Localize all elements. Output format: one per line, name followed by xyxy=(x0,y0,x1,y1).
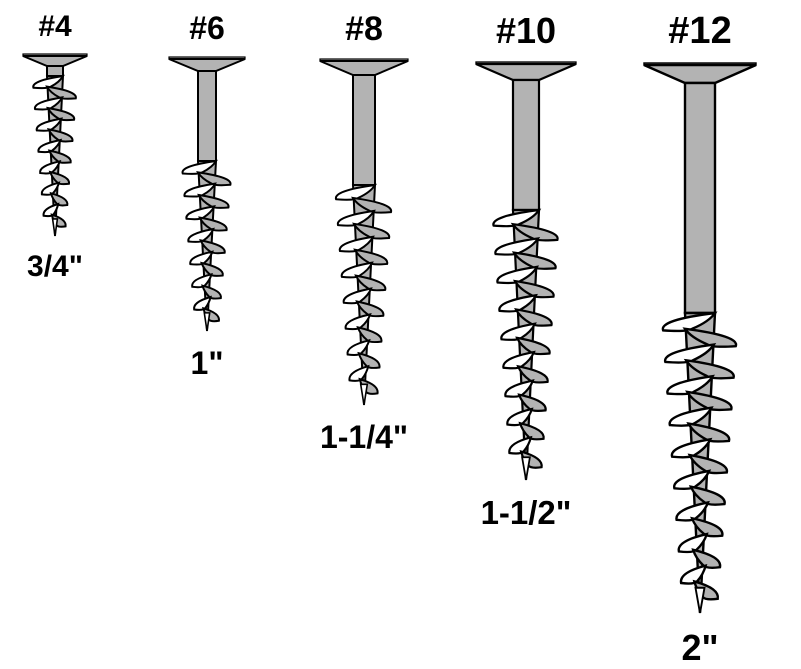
screw-12: #12 2" xyxy=(640,10,760,669)
screw-illustration xyxy=(472,60,580,482)
screw-4: #4 3/4" xyxy=(19,10,91,284)
screw-length-label: 3/4" xyxy=(27,250,83,284)
screw-size-label: #10 xyxy=(496,10,556,52)
screw-illustration xyxy=(316,57,412,407)
screw-length-label: 1-1/4" xyxy=(320,419,408,456)
screw-illustration xyxy=(165,55,249,333)
screw-8: #8 1-1/4" xyxy=(316,10,412,456)
screw-6: #6 1" xyxy=(165,10,249,382)
screw-size-label: #6 xyxy=(189,10,225,47)
screw-size-label: #8 xyxy=(345,10,383,49)
screw-size-label: #12 xyxy=(668,10,731,53)
screw-size-label: #4 xyxy=(38,10,71,44)
screw-illustration xyxy=(19,52,91,238)
screw-length-label: 1" xyxy=(191,345,224,382)
screw-10: #10 1-1/2" xyxy=(472,10,580,532)
screw-length-label: 1-1/2" xyxy=(481,494,572,532)
screw-illustration xyxy=(640,61,760,615)
screw-length-label: 2" xyxy=(681,627,718,669)
